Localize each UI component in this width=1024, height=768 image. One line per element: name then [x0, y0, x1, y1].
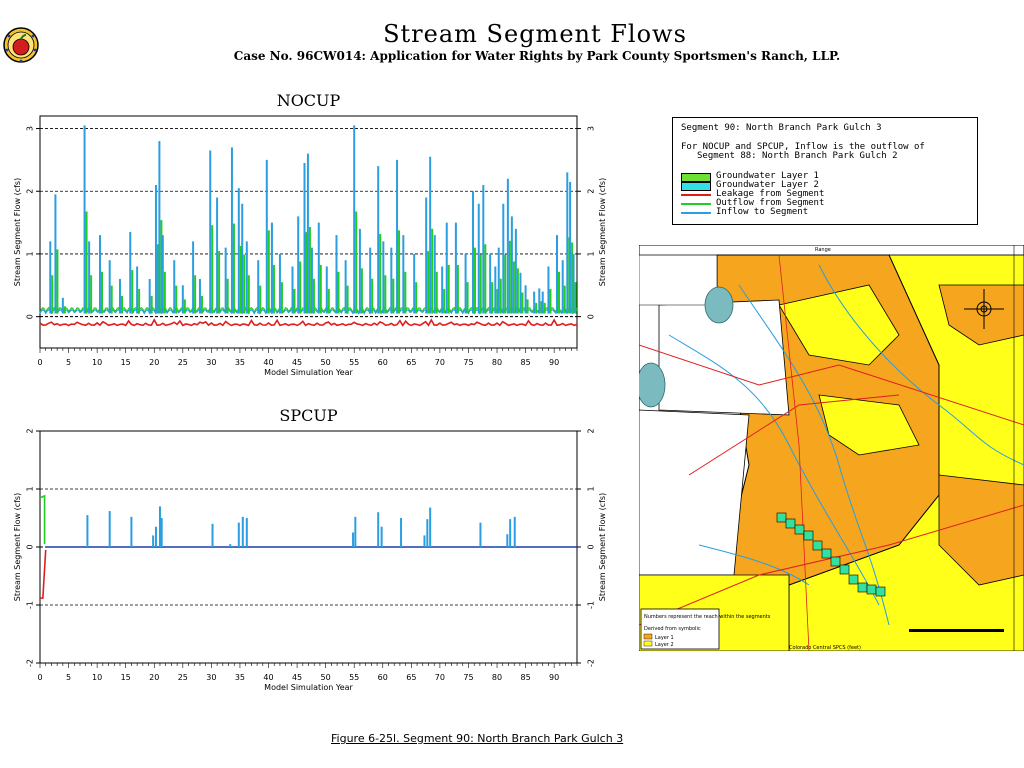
- y-tick-label-right: 1: [587, 486, 596, 491]
- y-tick-label: 1: [26, 251, 35, 256]
- legend-swatch: [681, 182, 711, 191]
- figure-caption: Figure 6-25l. Segment 90: North Branch P…: [331, 732, 624, 745]
- legend-label: Inflow to Segment: [716, 207, 809, 217]
- legend-item: Groundwater Layer 2: [681, 180, 971, 191]
- y-tick-label-right: 1: [587, 251, 596, 256]
- legend-item: Leakage from Segment: [681, 189, 971, 199]
- y-axis-label: Stream Segment Flow (cfs): [13, 493, 22, 601]
- x-tick-label: 0: [37, 673, 42, 682]
- y-axis-label: Stream Segment Flow (cfs): [13, 178, 22, 286]
- x-tick-label: 80: [492, 358, 502, 367]
- y-tick-label-right: -1: [587, 601, 596, 609]
- x-tick-label: 80: [492, 673, 502, 682]
- x-tick-label: 60: [378, 673, 388, 682]
- x-tick-label: 65: [406, 358, 416, 367]
- svg-text:Colorado Central SPCS (feet): Colorado Central SPCS (feet): [789, 645, 861, 651]
- leakage-line: [39, 318, 578, 327]
- x-tick-label: 20: [149, 673, 159, 682]
- x-tick-label: 15: [121, 673, 131, 682]
- y-tick-label-right: 3: [587, 126, 596, 131]
- page-subtitle: Case No. 96CW014: Application for Water …: [233, 49, 841, 63]
- x-tick-label: 35: [235, 358, 245, 367]
- apple-seal-icon: [2, 26, 42, 66]
- chart-title: SPCUP: [279, 406, 337, 425]
- svg-text:Numbers represent the reach wi: Numbers represent the reach within the s…: [644, 614, 771, 620]
- chart-title: NOCUP: [277, 91, 341, 110]
- leakage-line: [40, 549, 47, 599]
- x-tick-label: 25: [178, 673, 188, 682]
- y-axis-label-right: Stream Segment Flow (cfs): [598, 493, 607, 601]
- x-tick-label: 70: [435, 358, 445, 367]
- legend-note-line-2: Segment 88: North Branch Park Gulch 2: [697, 151, 898, 161]
- legend-segment-title: Segment 90: North Branch Park Gulch 3: [681, 123, 882, 133]
- y-tick-label: -2: [26, 659, 35, 667]
- x-tick-label: 75: [463, 358, 473, 367]
- x-tick-label: 65: [406, 673, 416, 682]
- x-tick-label: 90: [549, 673, 559, 682]
- x-tick-label: 55: [349, 673, 359, 682]
- x-tick-label: 20: [149, 358, 159, 367]
- y-tick-label: 1: [26, 486, 35, 491]
- y-tick-label: 2: [26, 189, 35, 194]
- chart-legend: Segment 90: North Branch Park Gulch 3 Fo…: [672, 117, 978, 225]
- page-title: Stream Segment Flows: [383, 20, 687, 48]
- x-tick-label: 40: [263, 358, 273, 367]
- segment-location-map: Numbers represent the reach within the s…: [636, 244, 1024, 652]
- outflow-line: [39, 494, 46, 545]
- y-tick-label-right: -2: [587, 659, 596, 667]
- svg-text:Layer 1: Layer 1: [655, 635, 674, 641]
- x-tick-label: 85: [520, 673, 530, 682]
- y-tick-label: 2: [26, 428, 35, 433]
- x-tick-label: 50: [321, 358, 331, 367]
- x-tick-label: 5: [66, 358, 71, 367]
- legend-label: Leakage from Segment: [716, 189, 825, 199]
- y-tick-label-right: 2: [587, 189, 596, 194]
- y-tick-label: 0: [26, 544, 35, 549]
- x-tick-label: 35: [235, 673, 245, 682]
- svg-text:Layer 2: Layer 2: [655, 642, 674, 648]
- x-tick-label: 0: [37, 358, 42, 367]
- x-tick-label: 30: [206, 673, 216, 682]
- legend-swatch: [681, 194, 711, 196]
- legend-swatch: [681, 173, 711, 182]
- y-tick-label: 0: [26, 314, 35, 319]
- y-axis-label-right: Stream Segment Flow (cfs): [598, 178, 607, 286]
- x-tick-label: 75: [463, 673, 473, 682]
- legend-item: Groundwater Layer 1: [681, 171, 971, 182]
- legend-label: Groundwater Layer 2: [716, 180, 819, 190]
- svg-text:Range: Range: [815, 247, 831, 253]
- x-tick-label: 5: [66, 673, 71, 682]
- x-axis-label: Model Simulation Year: [264, 683, 353, 692]
- x-tick-label: 30: [206, 358, 216, 367]
- x-tick-label: 10: [92, 358, 102, 367]
- y-tick-label: 3: [26, 126, 35, 131]
- x-tick-label: 70: [435, 673, 445, 682]
- legend-item: Outflow from Segment: [681, 198, 971, 208]
- x-tick-label: 60: [378, 358, 388, 367]
- legend-label: Groundwater Layer 1: [716, 171, 819, 181]
- x-tick-label: 45: [292, 358, 302, 367]
- x-tick-label: 50: [321, 673, 331, 682]
- legend-swatch: [681, 212, 711, 214]
- x-tick-label: 45: [292, 673, 302, 682]
- x-tick-label: 25: [178, 358, 188, 367]
- x-tick-label: 40: [263, 673, 273, 682]
- y-tick-label-right: 0: [587, 544, 596, 549]
- legend-swatch: [681, 203, 711, 205]
- y-tick-label: -1: [26, 601, 35, 609]
- x-tick-label: 10: [92, 673, 102, 682]
- legend-label: Outflow from Segment: [716, 198, 825, 208]
- x-tick-label: 15: [121, 358, 131, 367]
- legend-note-line-1: For NOCUP and SPCUP, Inflow is the outfl…: [681, 142, 925, 152]
- y-tick-label-right: 2: [587, 428, 596, 433]
- x-tick-label: 90: [549, 358, 559, 367]
- y-tick-label-right: 0: [587, 314, 596, 319]
- x-tick-label: 85: [520, 358, 530, 367]
- x-tick-label: 55: [349, 358, 359, 367]
- legend-item: Inflow to Segment: [681, 207, 971, 217]
- svg-text:Derived from symbolic: Derived from symbolic: [644, 626, 701, 632]
- x-axis-label: Model Simulation Year: [264, 368, 353, 377]
